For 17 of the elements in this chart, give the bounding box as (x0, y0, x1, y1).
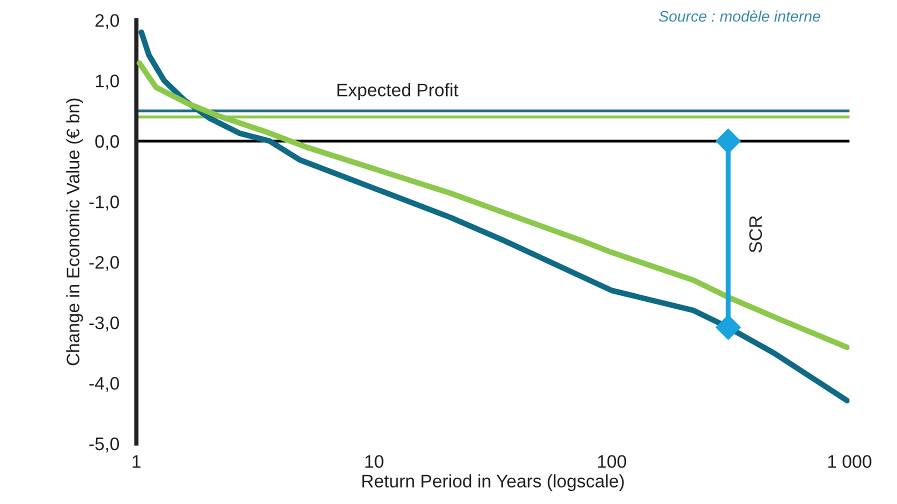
y-tick-label: -5,0 (89, 437, 119, 452)
x-tick-label: 10 (365, 455, 384, 468)
ref-line-label: Expected Profit (337, 83, 458, 100)
x-tick-label: 100 (598, 455, 626, 468)
x-tick-label: 1 (132, 455, 140, 468)
x-tick-label: 1 000 (828, 455, 872, 468)
y-tick-label: -1,0 (89, 196, 119, 210)
annotation: Source : modèle interne (658, 10, 820, 22)
x-axis-title: Return Period in Years (logscale) (362, 474, 624, 492)
y-tick-label: 1,0 (96, 74, 119, 90)
y-tick-label: 2,0 (95, 14, 119, 30)
y-tick-label: -4,0 (89, 376, 119, 392)
y-axis-title: Change in Economic Value (€ bn) (66, 98, 84, 366)
text: SCR (749, 216, 762, 252)
y-tick-label: -3,0 (89, 316, 119, 332)
y-tick-label: -2,0 (89, 256, 119, 271)
y-tick-label: 0,0 (95, 135, 119, 150)
